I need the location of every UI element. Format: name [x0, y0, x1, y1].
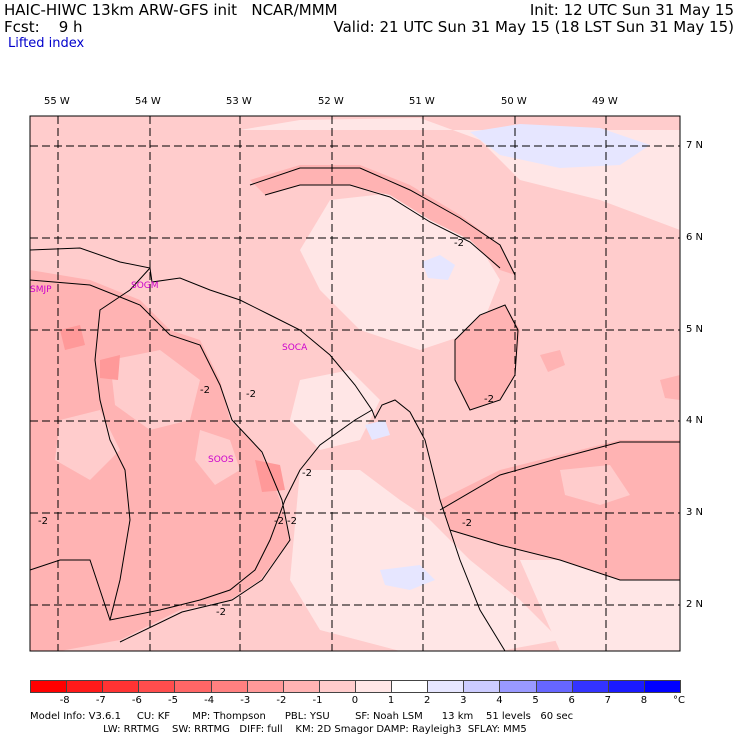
colorbar-swatch — [499, 680, 537, 693]
colorbar-swatch — [571, 680, 609, 693]
station-label-sogm: SOGM — [131, 281, 159, 291]
contour-label: -2 — [274, 516, 284, 527]
contour-label: -2 — [38, 516, 48, 527]
coastline — [29, 247, 506, 652]
colorbar-swatch — [318, 680, 356, 693]
forecast-hour: Fcst: 9 h — [4, 18, 83, 36]
station-label-soos: SOOS — [208, 455, 234, 465]
colorbar-swatch — [30, 680, 68, 693]
contour-line — [449, 529, 680, 581]
contour-label: -2 — [287, 516, 297, 527]
colorbar-tick-label: -2 — [276, 695, 287, 706]
colorbar-swatch — [535, 680, 573, 693]
colorbar-swatch — [463, 680, 501, 693]
lat-label: 7 N — [686, 140, 704, 151]
field-darker-region — [255, 460, 285, 492]
colorbar-tick-label: 0 — [351, 695, 359, 706]
lon-label: 54 W — [135, 96, 161, 107]
lon-label: 50 W — [501, 96, 527, 107]
colorbar-tick-label: -4 — [204, 695, 215, 706]
field-light-region — [55, 410, 120, 480]
contour-label: -2 — [200, 385, 210, 396]
lon-label: 49 W — [592, 96, 618, 107]
lon-label: 52 W — [318, 96, 344, 107]
colorbar-tick-label: 6 — [568, 695, 575, 706]
field-dark-region — [540, 350, 565, 372]
field-blue-region — [365, 420, 390, 440]
colorbar-tick-label: -1 — [312, 695, 323, 706]
colorbar-tick-label: 3 — [460, 695, 467, 706]
field-light-region — [290, 470, 560, 651]
colorbar-tick-label: -5 — [168, 695, 179, 706]
field-name: Lifted index — [8, 36, 85, 51]
colorbar-swatch — [66, 680, 104, 693]
country-border — [94, 267, 373, 621]
map-frame — [29, 115, 681, 652]
colorbar-tick-label: 4 — [496, 695, 503, 706]
field-blue-region — [380, 565, 435, 590]
field-light-region — [560, 465, 630, 505]
model-info-line1: Model Info: V3.6.1 CU: KF MP: Thompson P… — [30, 711, 574, 722]
contour-label: -2 — [246, 389, 256, 400]
station-label-smjp: SMJP — [30, 285, 52, 295]
valid-time: Valid: 21 UTC Sun 31 May 15 (18 LST Sun … — [333, 18, 734, 36]
lat-label: 4 N — [686, 415, 704, 426]
colorbar-swatch — [282, 680, 320, 693]
contour-line — [29, 279, 291, 643]
lat-label: 6 N — [686, 232, 704, 243]
contour-line — [264, 184, 501, 269]
lat-label: 5 N — [686, 324, 704, 335]
init-time: Init: 12 UTC Sun 31 May 15 — [529, 1, 734, 19]
colorbar-tick-label: -7 — [95, 695, 106, 706]
colorbar-tick-label: 8 — [640, 695, 648, 706]
field-light-region — [195, 430, 240, 485]
contour-line — [249, 167, 516, 276]
colorbar-swatch — [174, 680, 212, 693]
colorbar-swatch — [607, 680, 645, 693]
lon-label: 55 W — [44, 96, 70, 107]
colorbar-swatch — [138, 680, 176, 693]
field-light-region — [290, 370, 380, 450]
colorbar-tick-label: 1 — [387, 695, 395, 706]
station-label-soca: SOCA — [282, 343, 308, 353]
colorbar-tick-label: 2 — [424, 695, 431, 706]
field-dark-region — [660, 375, 680, 400]
field-darker-region — [100, 355, 120, 380]
colorbar-swatch — [427, 680, 465, 693]
colorbar-tick-label: 5 — [532, 695, 539, 706]
country-border — [29, 559, 111, 621]
field-light-region — [110, 350, 200, 430]
contour-label: -2 — [484, 394, 494, 405]
contour-label: -2 — [302, 468, 312, 479]
field-dark-region — [455, 305, 520, 410]
contour-label: -2 — [216, 607, 226, 618]
colorbar-swatch — [355, 680, 393, 693]
field-dark-region — [30, 270, 290, 651]
lon-label: 51 W — [409, 96, 435, 107]
contour-label: -2 — [454, 238, 464, 249]
colorbar-tick-label: 7 — [604, 695, 611, 706]
colorbar-swatch — [643, 680, 681, 693]
contour-label: -2 — [462, 518, 472, 529]
colorbar-swatch — [246, 680, 284, 693]
colorbar-swatch — [102, 680, 140, 693]
colorbar-unit: °C — [673, 695, 685, 706]
model-info-line2: LW: RRTMG SW: RRTMG DIFF: full KM: 2D Sm… — [30, 724, 527, 735]
contour-line — [439, 441, 680, 511]
colorbar-tick-label: -3 — [240, 695, 251, 706]
colorbar-tick-label: -8 — [59, 695, 70, 706]
lat-label: 2 N — [686, 599, 704, 610]
colorbar-swatch — [391, 680, 429, 693]
field-blue-region — [422, 255, 455, 280]
colorbar-swatch — [210, 680, 248, 693]
model-title: HAIC-HIWC 13km ARW-GFS init NCAR/MMM — [4, 1, 338, 19]
colorbar-tick-label: -6 — [131, 695, 142, 706]
field-darker-region — [60, 325, 85, 350]
lon-label: 53 W — [226, 96, 252, 107]
lat-label: 3 N — [686, 507, 704, 518]
